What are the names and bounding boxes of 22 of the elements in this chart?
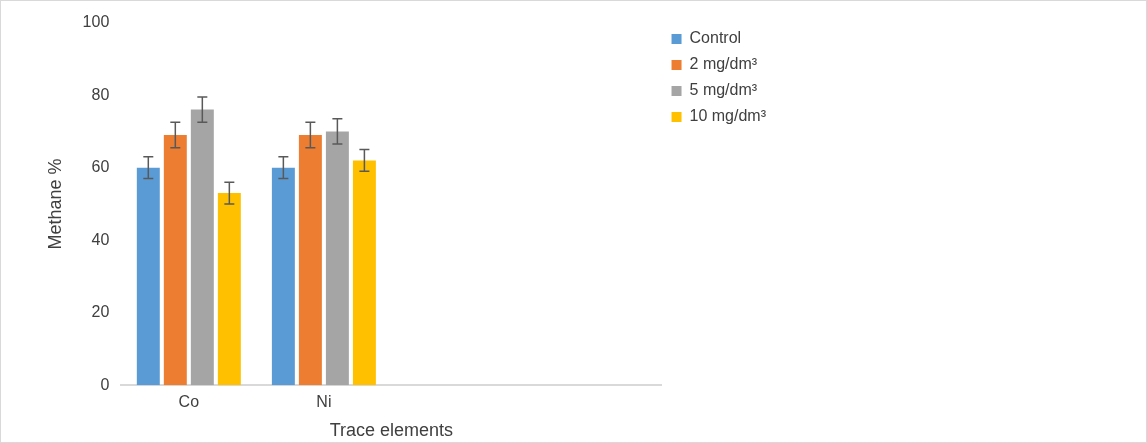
y-tick-label: 80 (91, 85, 110, 103)
bar (271, 167, 295, 386)
bar (136, 167, 160, 386)
legend-label: 2 mg/dm³ (689, 55, 758, 73)
bar (298, 135, 322, 386)
x-tick-label: Co (178, 393, 200, 411)
y-tick-label: 60 (91, 158, 110, 176)
y-tick-label: 100 (82, 13, 110, 31)
x-tick-label: Ni (316, 393, 332, 411)
x-axis-title: Trace elements (329, 420, 454, 441)
y-axis-title: Methane % (44, 158, 65, 250)
legend-label: 5 mg/dm³ (689, 81, 758, 99)
bar (352, 160, 376, 386)
bar (325, 131, 349, 386)
bar (217, 193, 241, 386)
y-tick-label: 40 (91, 230, 110, 248)
bar (190, 109, 214, 386)
bar (163, 135, 187, 386)
y-tick-label: 0 (100, 375, 110, 393)
legend-label: Control (689, 29, 742, 47)
legend-label: 10 mg/dm³ (689, 107, 767, 125)
y-tick-label: 20 (91, 303, 110, 321)
